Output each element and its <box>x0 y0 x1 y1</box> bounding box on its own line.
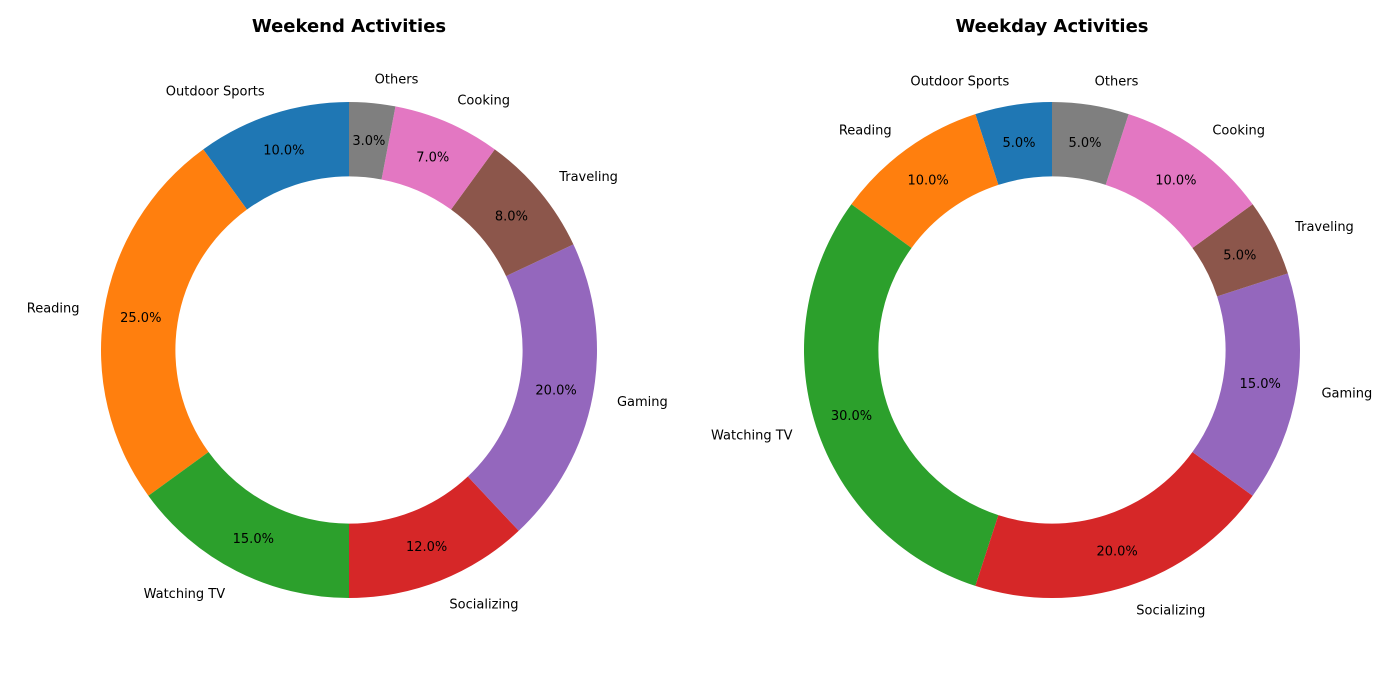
slice-category-label: Outdoor Sports <box>910 75 1009 90</box>
slice-value-label: 5.0% <box>1003 136 1036 151</box>
slice-value-label: 8.0% <box>495 210 528 225</box>
slice-category-label: Gaming <box>1321 387 1372 402</box>
slice-value-label: 15.0% <box>1240 377 1281 392</box>
donut-slice <box>803 204 999 586</box>
donut-slice <box>1105 114 1253 248</box>
slice-category-label: Traveling <box>558 170 618 185</box>
slice-value-label: 10.0% <box>1155 173 1196 188</box>
donut-slice <box>100 149 247 496</box>
slice-value-label: 5.0% <box>1068 136 1101 151</box>
slice-value-label: 20.0% <box>1096 544 1137 559</box>
slice-value-label: 10.0% <box>907 173 948 188</box>
slice-category-label: Watching TV <box>144 587 226 602</box>
slice-value-label: 3.0% <box>352 134 385 149</box>
donut-slice <box>148 452 349 598</box>
slice-value-label: 12.0% <box>406 540 447 555</box>
slice-category-label: Traveling <box>1294 220 1354 235</box>
slice-category-label: Watching TV <box>711 428 793 443</box>
donut-slice <box>451 149 574 277</box>
donut-slice <box>975 452 1253 598</box>
slice-value-label: 20.0% <box>535 383 576 398</box>
slice-category-label: Reading <box>27 301 80 316</box>
donut-slice <box>381 106 495 210</box>
slice-category-label: Cooking <box>457 94 510 109</box>
slice-category-label: Outdoor Sports <box>166 85 265 100</box>
donut-slice <box>203 102 349 210</box>
slice-category-label: Cooking <box>1212 123 1265 138</box>
donut-slice <box>349 476 519 598</box>
slice-category-label: Reading <box>839 123 892 138</box>
donut-slice <box>1192 204 1288 297</box>
weekday-donut-chart: Weekday Activities 5.0% Outdoor Sports 10.… <box>711 16 1372 618</box>
slice-value-label: 5.0% <box>1223 248 1256 263</box>
slice-category-label: Gaming <box>617 395 668 410</box>
donut-slice <box>975 102 1052 185</box>
chart-title: Weekend Activities <box>252 16 446 37</box>
slice-value-label: 25.0% <box>120 311 161 326</box>
slice-value-label: 15.0% <box>233 532 274 547</box>
donut-slice <box>1052 102 1129 185</box>
donut-slice <box>467 244 597 531</box>
chart-title: Weekday Activities <box>955 16 1148 37</box>
slice-category-label: Others <box>375 72 419 87</box>
slice-category-label: Socializing <box>1136 603 1205 618</box>
slice-value-label: 30.0% <box>831 409 872 424</box>
donut-slice <box>851 114 999 248</box>
slice-value-label: 7.0% <box>416 151 449 166</box>
donut-slice <box>349 102 396 180</box>
slice-category-label: Others <box>1095 75 1139 90</box>
donut-slice <box>1192 273 1300 496</box>
slice-category-label: Socializing <box>449 598 518 613</box>
slice-value-label: 10.0% <box>263 144 304 159</box>
weekend-donut-chart: Weekend Activities 10.0% Outdoor Sports 25… <box>27 16 668 613</box>
